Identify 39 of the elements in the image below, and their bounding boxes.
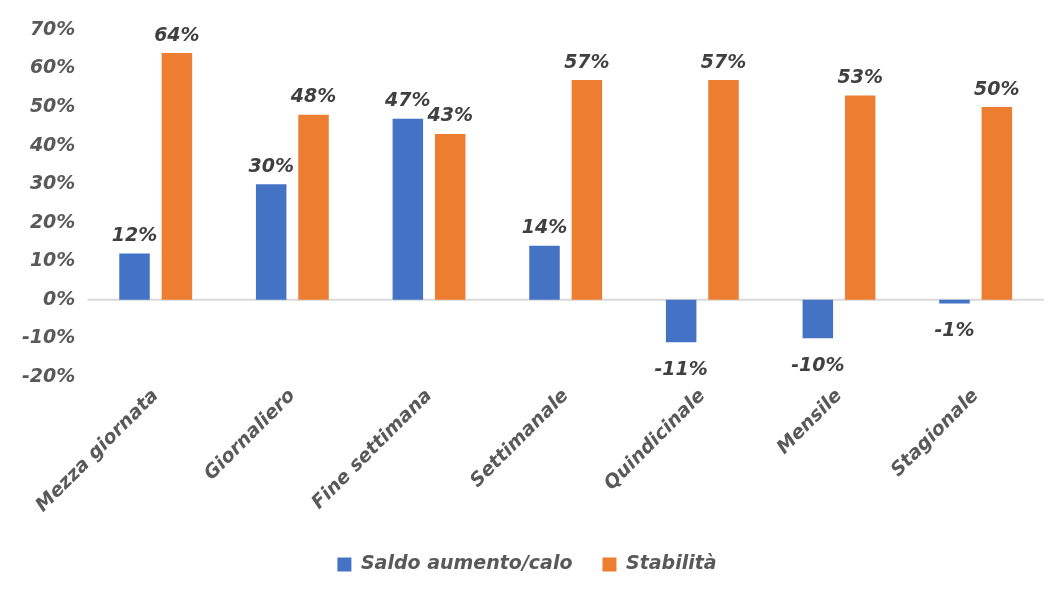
y-tick-label: -20% — [21, 363, 76, 386]
y-tick-label: 20% — [29, 209, 76, 232]
bar — [708, 80, 739, 300]
bar — [529, 245, 560, 300]
data-label: 50% — [974, 76, 1020, 99]
y-tick-label: 10% — [29, 248, 76, 271]
y-tick-label: 50% — [29, 94, 76, 117]
bar — [802, 299, 834, 339]
data-label: 47% — [384, 88, 431, 111]
y-tick-label: -10% — [21, 325, 76, 348]
bar — [981, 107, 1013, 300]
bar — [571, 80, 603, 300]
data-label: 64% — [154, 22, 200, 45]
y-tick-label: 60% — [29, 55, 76, 78]
bar — [939, 299, 970, 304]
legend-label: Saldo aumento/calo — [360, 551, 573, 574]
bar — [392, 118, 424, 300]
y-tick-label: 30% — [29, 171, 76, 194]
y-tick-label: 40% — [28, 132, 76, 155]
legend-label: Stabilità — [625, 551, 717, 574]
data-label: 12% — [111, 222, 158, 245]
bar — [665, 299, 697, 343]
data-label: 53% — [837, 64, 883, 87]
data-label: 57% — [564, 49, 610, 72]
data-label: -11% — [654, 356, 708, 379]
bar — [298, 114, 329, 300]
data-label: 57% — [700, 49, 747, 72]
bar — [161, 53, 193, 300]
bar — [434, 134, 466, 300]
data-label: 14% — [521, 215, 568, 238]
data-label: 30% — [248, 153, 294, 176]
bar — [119, 253, 150, 300]
bar — [844, 95, 876, 300]
y-tick-label: 70% — [29, 16, 76, 39]
data-label: -10% — [791, 352, 845, 375]
data-label: -1% — [934, 318, 975, 341]
data-label: 48% — [289, 84, 337, 107]
bar — [255, 184, 287, 300]
y-tick-label: 0% — [43, 286, 76, 309]
